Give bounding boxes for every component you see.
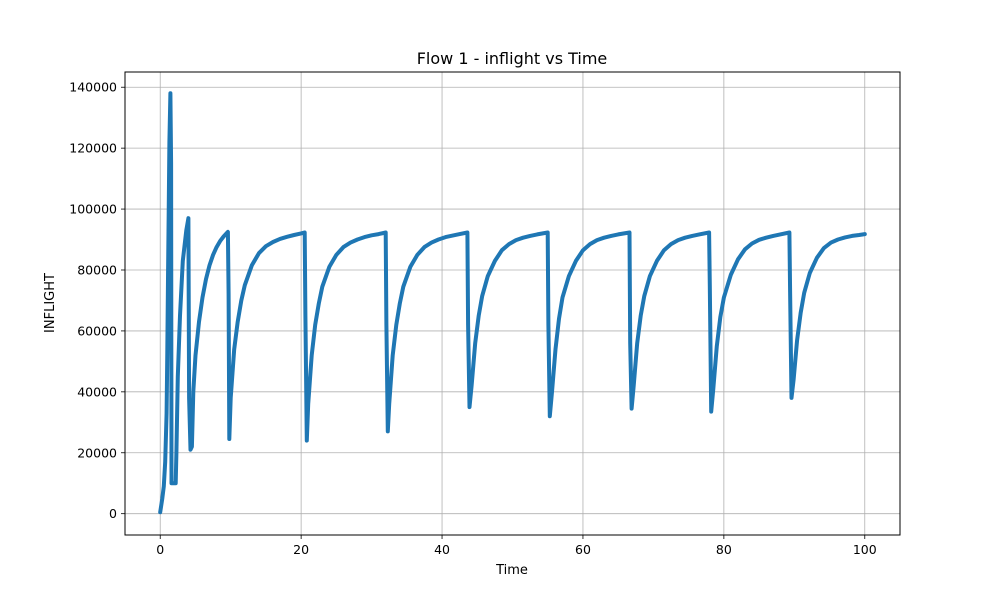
chart-title: Flow 1 - inflight vs Time bbox=[417, 49, 608, 68]
x-tick-label: 80 bbox=[716, 542, 732, 557]
y-tick-label: 0 bbox=[109, 506, 117, 521]
y-tick-label: 20000 bbox=[77, 445, 117, 460]
y-axis-label: INFLIGHT bbox=[43, 273, 58, 333]
y-tick-label: 60000 bbox=[77, 323, 117, 338]
y-tick-label: 80000 bbox=[77, 262, 117, 277]
x-tick-label: 60 bbox=[575, 542, 591, 557]
plot-frame bbox=[124, 71, 901, 536]
y-tick-label: 40000 bbox=[77, 384, 117, 399]
series-polyline bbox=[158, 91, 867, 515]
x-tick-label: 40 bbox=[434, 542, 450, 557]
y-tick-label: 120000 bbox=[69, 141, 117, 156]
series-line bbox=[158, 91, 867, 515]
y-tick-label: 100000 bbox=[69, 202, 117, 217]
x-tick-label: 0 bbox=[156, 542, 164, 557]
axis-ticks: 0 20 40 60 80 100 0 20000 40000 60000 80000 100000 1… bbox=[69, 80, 876, 557]
grid bbox=[125, 72, 900, 535]
x-tick-label: 100 bbox=[853, 542, 877, 557]
y-tick-label: 140000 bbox=[69, 80, 117, 95]
x-axis-label: Time bbox=[495, 563, 528, 578]
x-tick-label: 20 bbox=[293, 542, 309, 557]
